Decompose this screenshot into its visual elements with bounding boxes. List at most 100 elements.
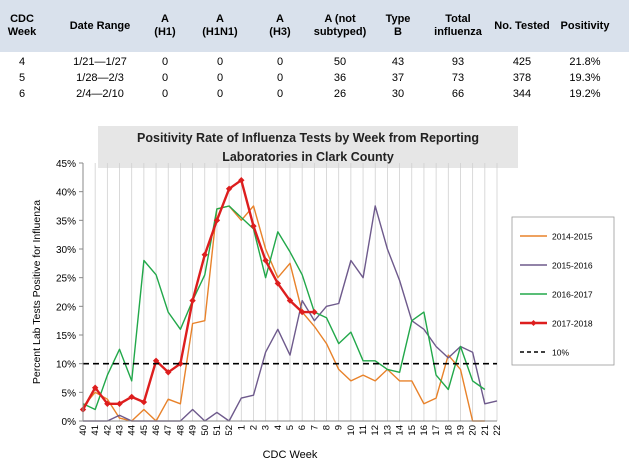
chart-series <box>79 177 498 422</box>
y-tick-label: 10% <box>56 360 76 371</box>
x-tick-label: 2 <box>248 425 259 430</box>
x-tick-label: 48 <box>175 425 186 436</box>
table-cell: 425 <box>512 56 532 68</box>
table-cell: 0 <box>276 88 284 100</box>
table-cell: 1/28—2/3 <box>76 72 124 84</box>
x-tick-label: 40 <box>78 425 89 436</box>
data-point <box>140 398 148 406</box>
legend-label: 2017-2018 <box>552 319 593 329</box>
series-2014-2015 <box>82 205 485 422</box>
series-2017-2018 <box>79 177 318 413</box>
table-cell: 30 <box>391 88 405 100</box>
legend-label: 2015-2016 <box>552 261 593 271</box>
table-header-cell: No. Tested <box>494 20 550 32</box>
table-cell: 344 <box>512 88 532 100</box>
x-tick-label: 20 <box>468 425 479 436</box>
x-tick-label: 8 <box>322 425 333 430</box>
x-tick-label: 11 <box>358 425 369 435</box>
x-tick-label: 46 <box>151 425 162 436</box>
legend-entry: 2016-2017 <box>520 290 593 300</box>
x-tick-label: 6 <box>297 425 308 430</box>
table-header-cell: A (not subtyped) <box>313 13 367 38</box>
table-cell: 26 <box>333 88 347 100</box>
data-point <box>201 251 208 258</box>
data-point <box>152 357 160 364</box>
x-tick-label: 42 <box>102 425 113 436</box>
y-tick-label: 20% <box>56 302 76 313</box>
series-line <box>82 205 485 422</box>
table-cell: 1/21—1/27 <box>73 56 127 68</box>
y-tick-label: 30% <box>56 245 76 256</box>
x-tick-label: 16 <box>419 425 430 436</box>
chart-legend: 2014-2015 2015-2016 2016-2017 2017-2018 10% <box>511 216 615 366</box>
table-header-cell: CDC Week <box>7 13 37 38</box>
x-tick-label: 19 <box>455 425 466 436</box>
x-tick-label: 45 <box>139 425 150 436</box>
legend-entry: 2014-2015 <box>520 232 593 242</box>
x-tick-label: 49 <box>188 425 199 436</box>
data-point <box>286 297 294 304</box>
table-cell: 93 <box>451 56 465 68</box>
x-tick-label: 52 <box>224 425 235 436</box>
data-point <box>165 369 172 376</box>
table-cell: 0 <box>161 88 169 100</box>
x-tick-label: 50 <box>200 425 211 436</box>
data-point <box>250 222 257 230</box>
data-point <box>298 308 306 316</box>
series-line <box>82 205 486 411</box>
table-cell: 0 <box>216 72 224 84</box>
legend-marker <box>530 320 537 326</box>
table-header-cell: Positivity <box>560 20 610 32</box>
chart-title-box <box>98 126 518 168</box>
x-tick-label: 43 <box>115 425 126 436</box>
data-point <box>177 360 184 367</box>
x-tick-label: 13 <box>382 425 393 436</box>
table-cell: 36 <box>333 72 347 84</box>
table-cell: 378 <box>512 72 532 84</box>
table-cell: 0 <box>161 56 169 68</box>
table-header-row <box>0 0 629 52</box>
x-tick-label: 17 <box>431 425 442 436</box>
table-header-cell: A (H1) <box>154 13 176 38</box>
data-point <box>225 185 233 192</box>
y-tick-label: 25% <box>56 274 76 285</box>
data-point <box>116 400 123 407</box>
table-cell: 50 <box>333 56 347 68</box>
series-line <box>81 179 315 411</box>
table-cell: 66 <box>451 88 465 100</box>
table-cell: 0 <box>276 56 284 68</box>
y-tick-label: 35% <box>56 216 76 227</box>
x-tick-label: 21 <box>480 425 491 436</box>
x-axis-label: CDC Week <box>263 449 318 461</box>
data-point <box>311 308 318 316</box>
series-2016-2017 <box>82 205 486 411</box>
table-cell: 21.8% <box>569 56 601 68</box>
x-tick-label: 9 <box>334 425 345 430</box>
x-tick-label: 4 <box>273 425 284 430</box>
y-tick-label: 0% <box>62 417 77 428</box>
x-tick-label: 10 <box>346 425 357 436</box>
data-point <box>128 393 135 401</box>
data-point <box>274 280 282 287</box>
table-header-cell: A (H3) <box>269 13 291 38</box>
x-tick-label: 15 <box>407 425 418 436</box>
data-point <box>189 297 196 304</box>
table-header-cell: Date Range <box>69 20 131 32</box>
legend-label: 10% <box>552 348 569 358</box>
table-header-cell: Type B <box>385 13 411 38</box>
table-cell: 19.2% <box>569 88 601 100</box>
table-cell: 0 <box>276 72 284 84</box>
y-tick-label: 5% <box>62 388 77 399</box>
x-tick-label: 5 <box>285 425 296 430</box>
table-cell: 4 <box>18 56 26 68</box>
table-cell: 0 <box>216 56 224 68</box>
x-tick-label: 12 <box>370 425 381 436</box>
legend-entry: 2017-2018 <box>520 319 593 329</box>
legend-box <box>511 216 615 366</box>
chart-axes: 0%5%10%15%20%25%30%35%40%45%40 41 42 43 44 45… <box>56 159 503 436</box>
table-cell: 73 <box>451 72 465 84</box>
data-point <box>238 177 245 184</box>
data-point <box>262 257 269 264</box>
surveillance-table: CDC Week Date Range A (H1) A (H1N1) A (H3) A … <box>0 0 629 110</box>
y-tick-label: 40% <box>56 188 76 199</box>
